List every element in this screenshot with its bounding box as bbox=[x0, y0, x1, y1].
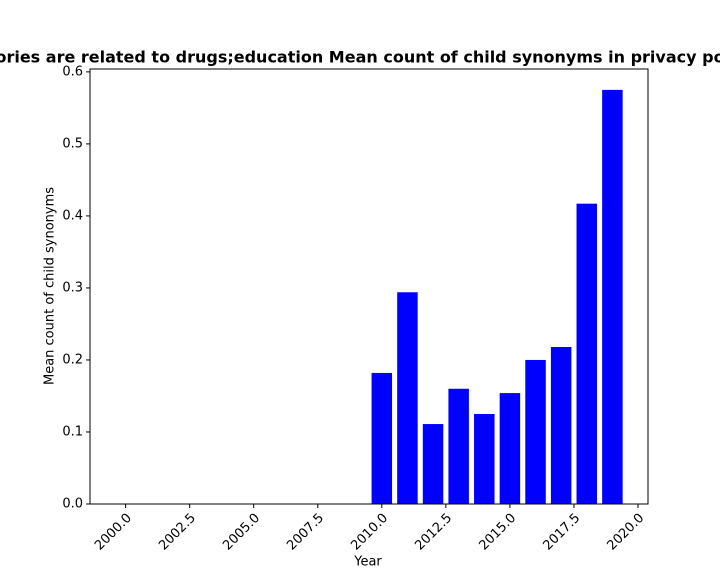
x-tick-label: 2017.5 bbox=[540, 511, 583, 554]
x-tick-label: 2007.5 bbox=[284, 511, 327, 554]
x-axis-label: Year bbox=[353, 555, 382, 570]
bar bbox=[474, 413, 495, 504]
x-tick-label: 2000.0 bbox=[92, 511, 135, 554]
bar bbox=[397, 292, 418, 504]
x-tick-label: 2005.0 bbox=[220, 511, 263, 554]
bar bbox=[448, 388, 469, 504]
bar bbox=[550, 346, 572, 504]
x-tick-label: 2020.0 bbox=[605, 511, 648, 554]
y-tick-label: 0.3 bbox=[62, 280, 83, 295]
y-tick-label: 0.0 bbox=[62, 497, 83, 512]
chart-title: ories are related to drugs;education Mea… bbox=[0, 48, 720, 67]
y-tick-label: 0.4 bbox=[62, 208, 83, 223]
bar bbox=[422, 424, 444, 504]
bar bbox=[371, 372, 393, 504]
x-tick-label: 2012.5 bbox=[412, 511, 455, 554]
y-axis-label: Mean count of child synonyms bbox=[43, 187, 58, 385]
x-tick-label: 2015.0 bbox=[476, 511, 519, 554]
x-tick-label: 2010.0 bbox=[348, 511, 391, 554]
y-tick-label: 0.1 bbox=[62, 424, 83, 439]
bar bbox=[576, 203, 598, 504]
x-tick-label: 2002.5 bbox=[156, 511, 199, 554]
y-tick-label: 0.5 bbox=[62, 136, 83, 151]
y-tick-label: 0.6 bbox=[62, 64, 83, 79]
bar bbox=[499, 393, 521, 504]
plot-frame bbox=[89, 68, 649, 505]
y-tick-label: 0.2 bbox=[62, 352, 83, 367]
bar bbox=[525, 359, 546, 504]
bar bbox=[602, 89, 623, 504]
